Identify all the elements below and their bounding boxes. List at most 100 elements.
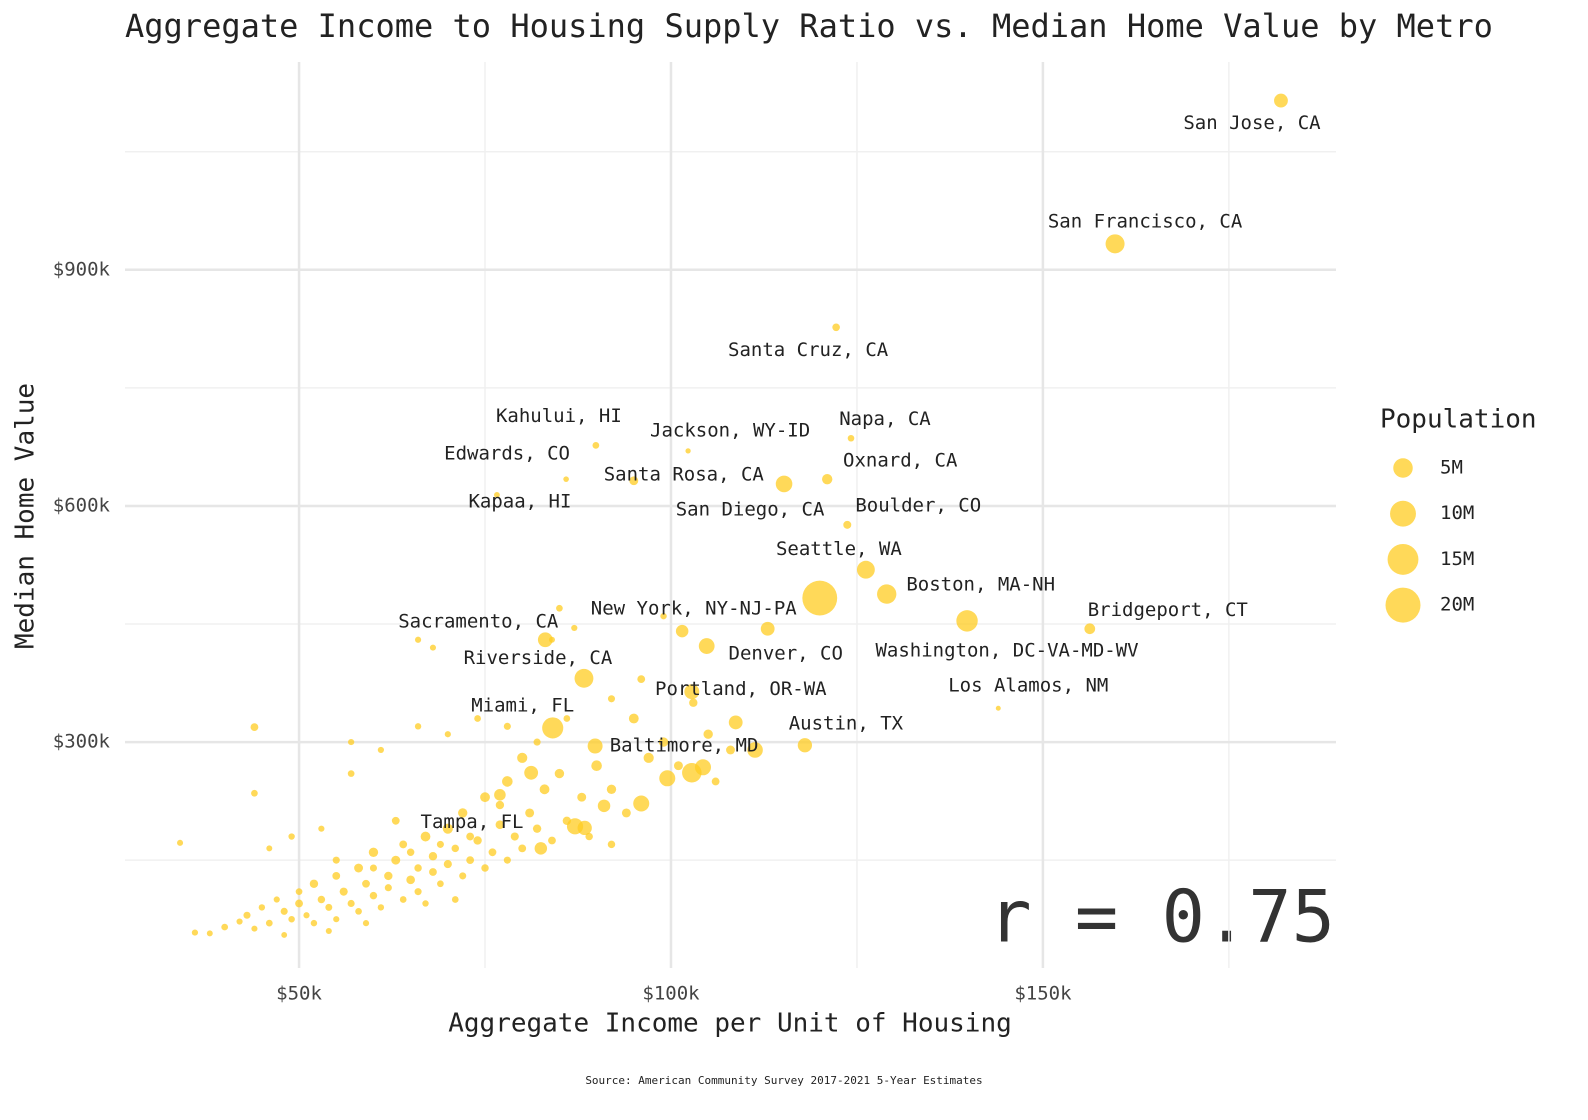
point bbox=[711, 777, 720, 786]
point bbox=[191, 929, 199, 936]
point bbox=[177, 839, 184, 846]
point bbox=[295, 899, 303, 908]
point bbox=[317, 895, 326, 904]
point bbox=[503, 856, 511, 864]
point bbox=[295, 888, 303, 895]
point bbox=[534, 842, 548, 855]
point bbox=[429, 644, 436, 651]
point bbox=[556, 604, 563, 612]
point-label: Santa Rosa, CA bbox=[604, 463, 765, 485]
point bbox=[473, 836, 482, 845]
point bbox=[436, 840, 444, 848]
point bbox=[658, 737, 669, 747]
point bbox=[843, 520, 852, 529]
point bbox=[628, 713, 639, 724]
point bbox=[355, 907, 362, 915]
point bbox=[333, 916, 340, 923]
point bbox=[525, 808, 535, 818]
point bbox=[685, 448, 691, 454]
point bbox=[428, 852, 438, 861]
point-label: Oxnard, CA bbox=[843, 450, 958, 472]
point bbox=[606, 784, 617, 795]
point-label: Bridgeport, CT bbox=[1088, 599, 1248, 621]
point bbox=[675, 624, 689, 638]
point bbox=[532, 824, 542, 833]
point bbox=[474, 715, 481, 722]
point bbox=[684, 684, 700, 700]
point bbox=[429, 868, 437, 876]
point bbox=[347, 770, 355, 777]
point-label: Santa Cruz, CA bbox=[728, 339, 889, 361]
point bbox=[574, 668, 594, 688]
point bbox=[377, 904, 385, 911]
point bbox=[288, 833, 295, 840]
point bbox=[775, 475, 793, 493]
point bbox=[488, 848, 497, 857]
point-label: Portland, OR-WA bbox=[655, 678, 827, 700]
point bbox=[309, 879, 319, 888]
point bbox=[643, 752, 654, 763]
point bbox=[585, 832, 593, 841]
point bbox=[391, 816, 400, 825]
point bbox=[494, 789, 506, 801]
point-label: Washington, DC-VA-MD-WV bbox=[875, 639, 1138, 661]
point bbox=[422, 900, 429, 907]
point bbox=[673, 761, 683, 771]
point bbox=[659, 770, 676, 787]
point bbox=[442, 823, 453, 834]
point bbox=[797, 738, 813, 753]
legend-key bbox=[1390, 500, 1416, 527]
point bbox=[1105, 234, 1125, 254]
y-tick-label: $900k bbox=[53, 258, 111, 280]
point bbox=[318, 825, 325, 832]
point bbox=[369, 864, 377, 872]
point bbox=[533, 738, 541, 746]
correlation-annotation: r = 0.75 bbox=[988, 875, 1335, 959]
point bbox=[280, 907, 288, 915]
point bbox=[856, 560, 875, 579]
point-label: Boulder, CO bbox=[855, 494, 981, 516]
point-label: San Francisco, CA bbox=[1048, 210, 1243, 232]
point bbox=[660, 612, 667, 620]
legend-label: 5M bbox=[1440, 457, 1463, 479]
point bbox=[251, 925, 258, 932]
point bbox=[503, 722, 511, 730]
point-label: Jackson, WY-ID bbox=[650, 419, 810, 441]
point-label: Baltimore, MD bbox=[610, 734, 759, 756]
point bbox=[995, 705, 1001, 711]
point-label: Miami, FL bbox=[471, 694, 574, 716]
x-tick-label: $150k bbox=[1014, 983, 1072, 1005]
legend-key bbox=[1387, 543, 1419, 575]
point bbox=[362, 879, 370, 888]
point bbox=[414, 636, 422, 643]
point bbox=[542, 717, 564, 739]
point-label: Kahului, HI bbox=[496, 405, 622, 427]
point bbox=[384, 871, 393, 881]
legend-label: 15M bbox=[1440, 548, 1474, 570]
point-label: Austin, TX bbox=[789, 713, 904, 735]
point-label: Sacramento, CA bbox=[398, 610, 559, 632]
point bbox=[368, 847, 379, 857]
point bbox=[250, 723, 259, 732]
point bbox=[481, 864, 489, 872]
point bbox=[288, 915, 295, 923]
point bbox=[325, 903, 333, 911]
point-label: Tampa, FL bbox=[421, 811, 524, 833]
point bbox=[406, 848, 415, 857]
point bbox=[726, 745, 735, 755]
point bbox=[571, 624, 578, 632]
point bbox=[362, 920, 370, 927]
point bbox=[310, 919, 318, 927]
legend-key bbox=[1393, 458, 1413, 478]
point bbox=[847, 434, 855, 442]
points bbox=[177, 93, 1288, 938]
point bbox=[518, 844, 527, 853]
point bbox=[554, 768, 565, 779]
point bbox=[587, 738, 603, 754]
grid bbox=[125, 62, 1336, 968]
point bbox=[444, 731, 451, 738]
point bbox=[420, 831, 431, 842]
point bbox=[822, 474, 833, 485]
point bbox=[1274, 93, 1288, 108]
